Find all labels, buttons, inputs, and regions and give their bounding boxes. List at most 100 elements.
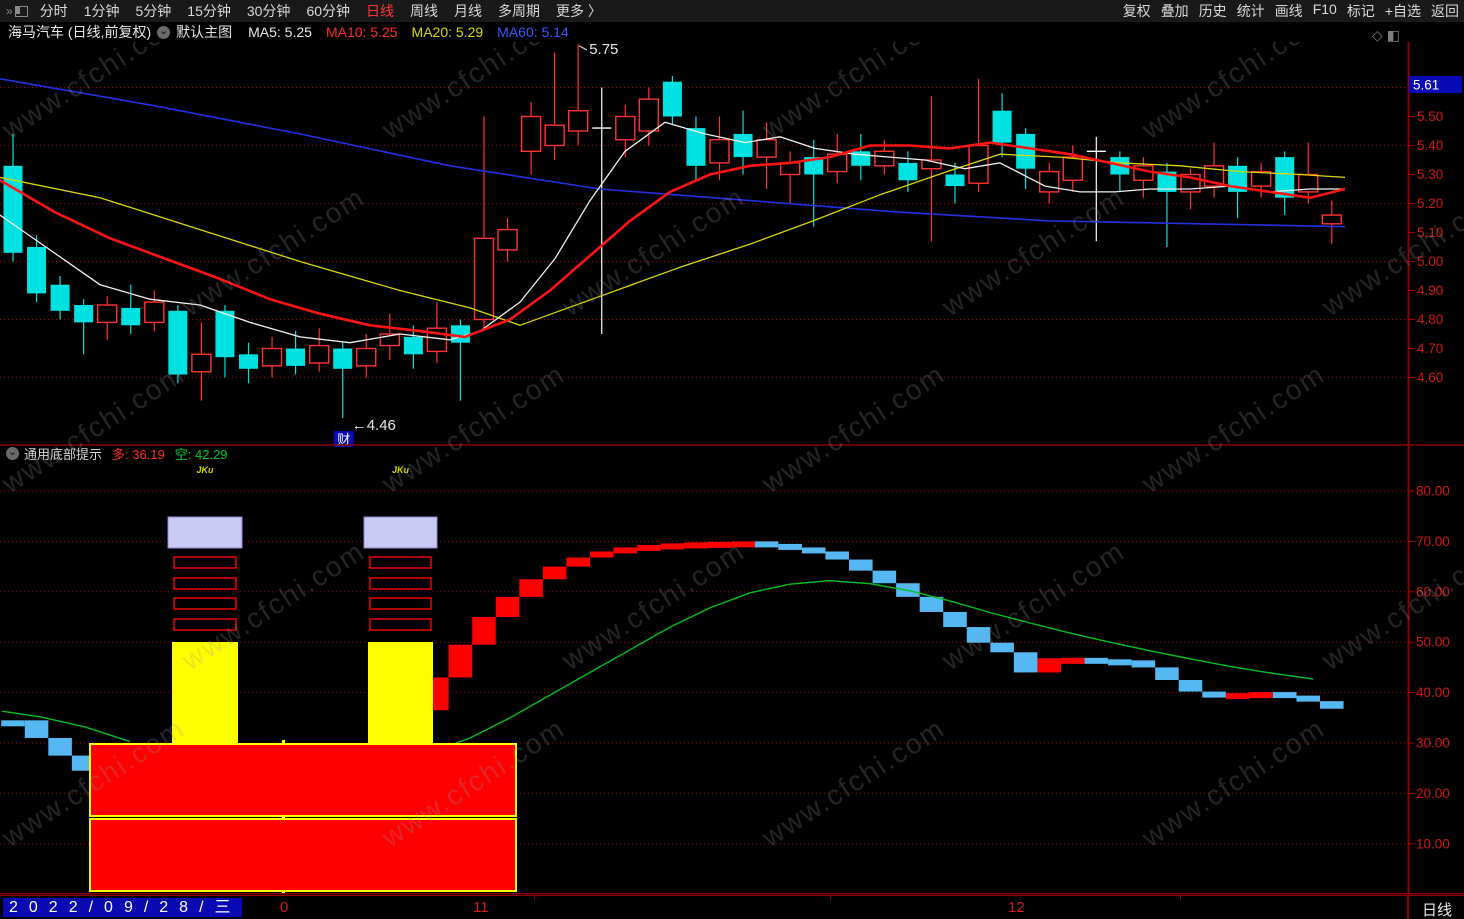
ma20-line: [0, 153, 1346, 326]
axis-tick: [534, 896, 535, 900]
month-label-1: 11: [473, 899, 489, 916]
low-annotation: ←4.46财: [333, 417, 396, 448]
svg-text:www.cfchi.com: www.cfchi.com: [756, 358, 951, 500]
svg-text:10.00: 10.00: [1416, 836, 1450, 851]
menu-item-tool-6[interactable]: 标记: [1346, 3, 1375, 19]
indicator-name: 通用底部提示: [24, 447, 103, 462]
top-menu-bar: » 分时 1分钟 5分钟 15分钟 30分钟 60分钟 日线 周线 月线 多周期 更多 〉 复权 叠加…: [0, 0, 1464, 22]
panel-borders: [0, 42, 1464, 895]
svg-text:5.10: 5.10: [1417, 225, 1443, 240]
menu-item-tool-3[interactable]: 统计: [1236, 3, 1265, 19]
svg-text:www.cfchi.com: www.cfchi.com: [1136, 712, 1331, 854]
svg-text:5.00: 5.00: [1417, 254, 1443, 269]
svg-text:5.61: 5.61: [1413, 78, 1439, 93]
split-window-icon[interactable]: ◧: [1386, 27, 1401, 43]
svg-text:80.00: 80.00: [1416, 484, 1450, 499]
chevron-down-icon[interactable]: ⌄: [157, 24, 171, 39]
menu-item-period-4[interactable]: 30分钟: [246, 3, 291, 19]
svg-text:4.90: 4.90: [1417, 283, 1443, 298]
ma5-line: [0, 121, 1345, 344]
chart-corner-icons: ◇ ◧: [1372, 27, 1400, 44]
candles: [3, 44, 1343, 419]
diamond-icon[interactable]: ◇: [1372, 27, 1383, 43]
indicator-label-bar: ⌄ 通用底部提示 多: 36.19 空: 42.29: [0, 446, 228, 462]
ma-readout-3: MA60: 5.14: [497, 24, 569, 40]
svg-text:4.70: 4.70: [1417, 341, 1443, 356]
menu-item-period-9[interactable]: 多周期: [498, 3, 541, 19]
axis-divider: [1407, 896, 1409, 919]
menu-item-tool-7[interactable]: +自选: [1384, 3, 1421, 19]
indicator-short-value: 空: 42.29: [174, 447, 228, 462]
svg-text:www.cfchi.com: www.cfchi.com: [756, 712, 951, 854]
status-bar: 2022/09/28/三 0 11 12 日线: [0, 895, 1464, 919]
menu-item-tool-0[interactable]: 复权: [1122, 3, 1151, 19]
price-axis: 5.605.505.405.305.205.105.004.904.804.70…: [1408, 76, 1462, 385]
month-label-2: 12: [1008, 899, 1025, 916]
svg-text:60.00: 60.00: [1416, 584, 1450, 599]
menu-item-period-7[interactable]: 周线: [410, 3, 439, 19]
chevron-down-icon[interactable]: ⌄: [6, 446, 19, 460]
menu-item-period-8[interactable]: 月线: [454, 3, 483, 19]
indicator-axis: 80.00 70.00 60.00 50.00 40.00 30.00 20.00 10.00: [1408, 484, 1450, 851]
svg-text:70.00: 70.00: [1416, 534, 1450, 549]
svg-text:JKu: JKu: [196, 465, 214, 475]
svg-text:www.cfchi.com: www.cfchi.com: [556, 535, 751, 677]
menu-item-period-10[interactable]: 更多 〉: [556, 3, 602, 19]
svg-text:5.75: 5.75: [589, 41, 618, 58]
tools-menu: 复权 叠加 历史 统计 画线 F10 标记 +自选 返回: [1118, 1, 1464, 21]
chart-style-label: 默认主图: [176, 24, 233, 40]
signal-columns: JKu JKu: [167, 465, 438, 744]
svg-text:财: 财: [337, 432, 350, 447]
svg-text:www.cfchi.com: www.cfchi.com: [1316, 535, 1464, 677]
lower-gridlines: [0, 490, 1408, 845]
svg-text:www.cfchi.com: www.cfchi.com: [0, 358, 190, 500]
svg-text:40.00: 40.00: [1416, 685, 1450, 700]
menu-item-period-6[interactable]: 日线: [366, 3, 395, 19]
svg-text:30.00: 30.00: [1416, 736, 1450, 751]
stock-title: 海马汽车 (日线,前复权): [8, 24, 152, 40]
panel-layout-icon[interactable]: »: [0, 4, 32, 18]
ma60-line: [0, 78, 1346, 228]
month-label-0: 0: [280, 899, 289, 916]
menu-item-period-5[interactable]: 60分钟: [306, 3, 351, 19]
svg-text:←4.46: ←4.46: [352, 417, 396, 434]
indicator-green-line: [1, 580, 1314, 753]
svg-text:50.00: 50.00: [1416, 635, 1450, 650]
menu-item-tool-8[interactable]: 返回: [1431, 3, 1459, 19]
indicator-step-bars: [1, 541, 1344, 771]
menu-item-tool-5[interactable]: F10: [1312, 1, 1337, 17]
svg-text:4.60: 4.60: [1417, 370, 1443, 385]
menu-item-tool-2[interactable]: 历史: [1198, 3, 1227, 19]
signal-big-boxes: [89, 743, 517, 892]
date-badge: 2022/09/28/三: [3, 898, 242, 917]
ma-readout-0: MA5: 5.25: [248, 24, 312, 40]
svg-text:20.00: 20.00: [1416, 786, 1450, 801]
ma-readout-2: MA20: 5.29: [411, 24, 484, 40]
menu-item-period-2[interactable]: 5分钟: [135, 3, 172, 19]
svg-text:4.80: 4.80: [1417, 312, 1443, 327]
axis-tick: [830, 896, 831, 900]
ma-readout-1: MA10: 5.25: [325, 24, 398, 40]
menu-item-period-1[interactable]: 1分钟: [83, 3, 120, 19]
svg-text:www.cfchi.com: www.cfchi.com: [936, 181, 1131, 323]
svg-text:5.40: 5.40: [1417, 138, 1443, 153]
ma10-line: [0, 141, 1346, 339]
svg-text:5.20: 5.20: [1417, 196, 1443, 211]
indicator-long-value: 多: 36.19: [112, 447, 165, 462]
period-label: 日线: [1422, 902, 1453, 919]
svg-text:5.50: 5.50: [1417, 109, 1443, 124]
high-annotation: 5.75: [578, 41, 618, 58]
menu-item-period-3[interactable]: 15分钟: [187, 3, 231, 19]
ma-readouts: MA5: 5.25 MA10: 5.25 MA20: 5.29 MA60: 5.14: [248, 24, 583, 40]
menu-item-tool-1[interactable]: 叠加: [1160, 3, 1189, 19]
svg-text:5.30: 5.30: [1417, 167, 1443, 182]
chart-info-bar: 海马汽车 (日线,前复权) ⌄ 默认主图 MA5: 5.25 MA10: 5.25…: [0, 22, 1408, 42]
svg-text:www.cfchi.com: www.cfchi.com: [1136, 358, 1331, 500]
period-menu: 分时 1分钟 5分钟 15分钟 30分钟 60分钟 日线 周线 月线 多周期 更多 〉: [32, 1, 610, 21]
svg-text:www.cfchi.com: www.cfchi.com: [556, 181, 751, 323]
menu-item-tool-4[interactable]: 画线: [1274, 3, 1303, 19]
axis-tick: [1180, 896, 1181, 900]
menu-item-period-0[interactable]: 分时: [39, 3, 68, 19]
